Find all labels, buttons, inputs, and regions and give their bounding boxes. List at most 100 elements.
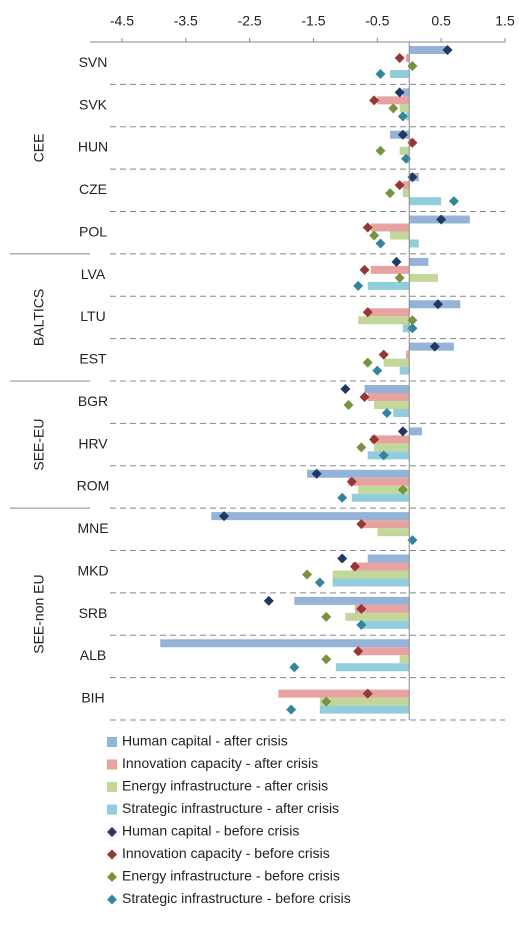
marker (388, 103, 399, 114)
bar (370, 223, 410, 232)
marker (321, 696, 332, 707)
bar (409, 239, 419, 248)
marker (375, 145, 386, 156)
bar (406, 54, 410, 62)
marker (362, 357, 373, 368)
marker (394, 272, 405, 283)
bar (390, 70, 410, 78)
marker (263, 595, 274, 606)
bar (348, 477, 410, 486)
legend-swatch (107, 737, 117, 747)
marker (356, 603, 367, 614)
bar (332, 578, 410, 587)
category-label: LVA (81, 266, 106, 282)
marker (407, 137, 418, 148)
bar (409, 257, 429, 266)
marker (321, 611, 332, 622)
marker (362, 688, 373, 699)
marker (407, 172, 418, 183)
legend-label: Strategic infrastructure - before crisis (122, 890, 351, 906)
bar (390, 231, 410, 240)
x-tick-label: -0.5 (365, 13, 389, 29)
marker (337, 553, 348, 564)
category-label: HRV (78, 435, 108, 451)
category-label: BIH (81, 690, 104, 706)
marker (289, 662, 300, 673)
marker (407, 323, 418, 334)
bar (358, 485, 410, 494)
bar (409, 427, 422, 436)
bar (367, 393, 410, 401)
bar (361, 620, 410, 629)
marker (407, 61, 418, 71)
marker (321, 654, 332, 665)
bar (354, 604, 410, 613)
marker (356, 619, 367, 630)
marker (378, 349, 389, 360)
category-label: EST (79, 351, 107, 367)
legend-label: Energy infrastructure - before crisis (122, 868, 340, 884)
marker (349, 561, 360, 572)
legend-swatch (107, 872, 117, 882)
marker (432, 299, 443, 310)
bar (345, 612, 410, 621)
marker (394, 87, 405, 98)
marker (394, 180, 405, 191)
group-label: SEE-non EU (31, 574, 47, 653)
bar (361, 520, 410, 529)
category-label: MNE (77, 520, 108, 536)
marker (362, 222, 373, 233)
bar (399, 146, 410, 155)
bar (402, 88, 410, 97)
marker (397, 111, 408, 122)
marker (394, 53, 405, 63)
marker (356, 442, 367, 453)
legend-label: Human capital - before crisis (122, 823, 299, 839)
marker (385, 188, 396, 199)
marker (340, 384, 351, 394)
marker (401, 153, 412, 164)
category-label: LTU (80, 308, 105, 324)
marker (407, 535, 418, 546)
marker (372, 365, 383, 376)
x-tick-label: -3.5 (174, 13, 198, 29)
legend-swatch (107, 782, 117, 792)
marker (362, 307, 373, 318)
bar (377, 528, 410, 537)
bar (367, 281, 410, 290)
group-label: BALTICS (31, 289, 47, 346)
marker (407, 315, 418, 326)
marker (302, 569, 313, 580)
marker (378, 450, 389, 461)
marker (448, 196, 459, 207)
marker (397, 484, 408, 495)
category-label: BGR (78, 393, 108, 409)
bar (370, 265, 410, 274)
bar (409, 273, 438, 282)
bar (402, 189, 410, 198)
bar (374, 401, 410, 409)
category-label: CZE (79, 181, 107, 197)
marker (314, 577, 325, 588)
marker (311, 468, 322, 479)
marker (346, 476, 357, 487)
bar (399, 104, 410, 113)
bar (319, 697, 410, 706)
marker (369, 95, 380, 106)
category-label: POL (79, 223, 107, 239)
legend-swatch (107, 894, 117, 905)
category-label: ROM (77, 478, 110, 494)
bar (402, 181, 410, 190)
bar (409, 46, 448, 54)
bar (402, 324, 410, 333)
bar (409, 197, 442, 206)
bar (377, 96, 410, 105)
marker (343, 400, 354, 410)
bar (351, 562, 410, 571)
category-label: MKD (77, 562, 108, 578)
x-tick-label: 1.5 (495, 13, 515, 29)
legend-label: Energy infrastructure - after crisis (122, 778, 328, 794)
bar (399, 655, 410, 664)
group-label: CEE (31, 134, 47, 163)
